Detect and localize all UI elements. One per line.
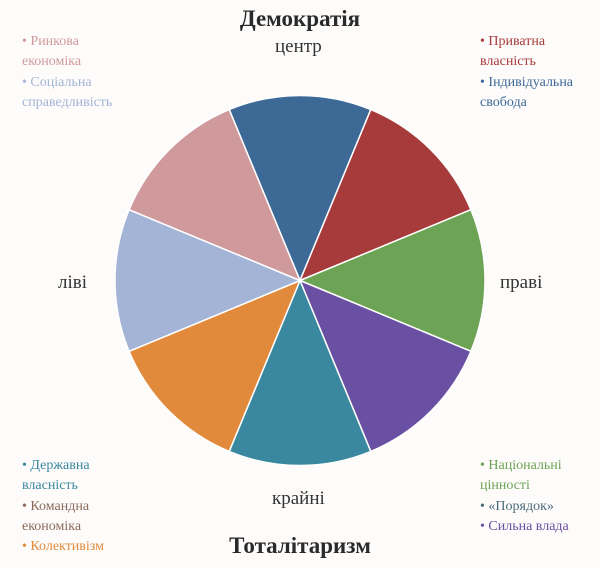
bullet-line: • Колективізм	[22, 537, 104, 557]
political-compass-pie	[115, 96, 485, 471]
axis-label-bottom: крайні	[272, 488, 325, 510]
bullet-line: власність	[480, 52, 573, 72]
bullet-line: свобода	[480, 93, 573, 113]
bullet-line: • Державна	[22, 456, 104, 476]
bullet-line: • Командна	[22, 497, 104, 517]
bullet-line: власність	[22, 476, 104, 496]
bullet-line: економіка	[22, 52, 112, 72]
axis-label-top: центр	[275, 36, 322, 58]
bullet-line: • Ринкова	[22, 32, 112, 52]
axis-label-left: ліві	[58, 272, 87, 294]
bullets-bottom-right: • Національніцінності• «Порядок»• Сильна…	[480, 456, 569, 537]
bullets-top-right: • Приватнавласність• Індивідуальнасвобод…	[480, 32, 573, 113]
bullet-line: • Індивідуальна	[480, 73, 573, 93]
bullet-line: цінності	[480, 476, 569, 496]
bullet-line: економіка	[22, 517, 104, 537]
bullet-line: • Приватна	[480, 32, 573, 52]
bullet-line: • «Порядок»	[480, 497, 569, 517]
bullet-line: • Соціальна	[22, 73, 112, 93]
bullet-line: • Національні	[480, 456, 569, 476]
bullets-top-left: • Ринковаекономіка• Соціальнасправедливі…	[22, 32, 112, 113]
pie-chart-svg	[115, 96, 485, 466]
bullet-line: • Сильна влада	[480, 517, 569, 537]
axis-label-right: праві	[500, 272, 542, 294]
bullet-line: справедливість	[22, 93, 112, 113]
title-democracy: Демократія	[0, 6, 600, 32]
bullets-bottom-left: • Державнавласність• Команднаекономіка• …	[22, 456, 104, 557]
